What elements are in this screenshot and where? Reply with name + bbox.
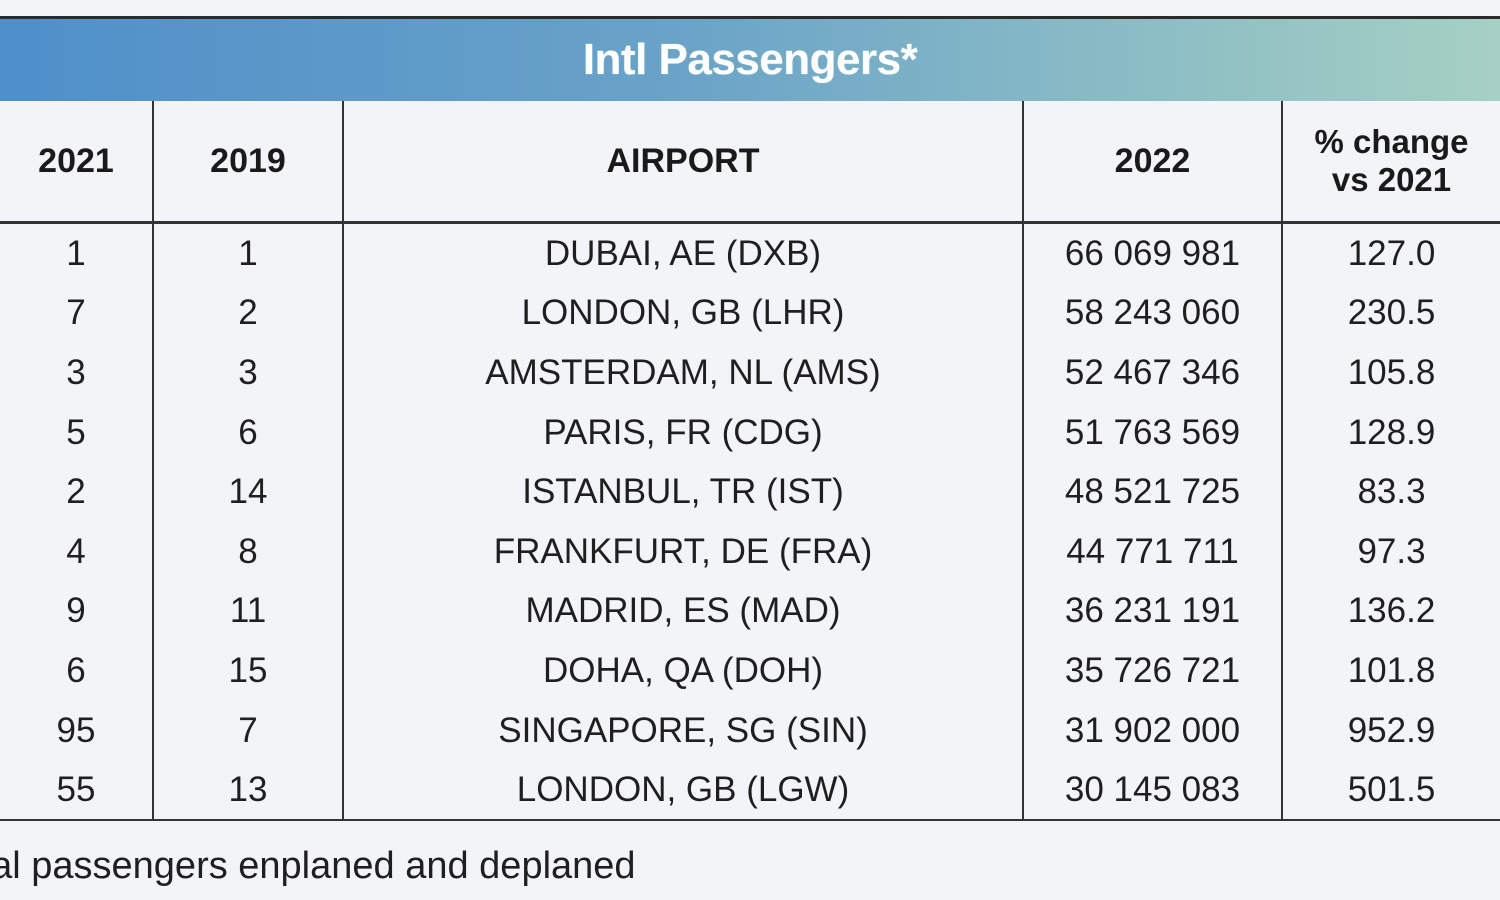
cell-pct-change: 952.9 [1347, 710, 1436, 750]
cell-passengers-2022: 66 069 981 [1064, 233, 1241, 273]
column-divider [152, 101, 154, 820]
table-row: 7 2 LONDON, GB (LHR) 58 243 060 230.5 [0, 284, 1500, 344]
bottom-divider [0, 819, 1500, 821]
table-row: 9 11 MADRID, ES (MAD) 36 231 191 136.2 [0, 582, 1500, 642]
cell-airport: DOHA, QA (DOH) [542, 650, 824, 690]
table-row: 1 1 DUBAI, AE (DXB) 66 069 981 127.0 [0, 224, 1500, 284]
cell-rank-2019: 11 [229, 591, 267, 631]
cell-rank-2019: 1 [238, 233, 258, 273]
cell-airport: AMSTERDAM, NL (AMS) [485, 352, 881, 392]
cell-passengers-2022: 48 521 725 [1064, 472, 1241, 512]
cell-rank-2021: 5 [66, 412, 86, 452]
cell-rank-2019: 13 [228, 770, 268, 810]
cell-rank-2019: 8 [238, 531, 258, 571]
cell-passengers-2022: 51 763 569 [1064, 412, 1241, 452]
table-row: 2 14 ISTANBUL, TR (IST) 48 521 725 83.3 [0, 462, 1500, 522]
table-title: Intl Passengers* [582, 35, 918, 84]
header-divider [0, 221, 1500, 224]
cell-pct-change: 230.5 [1347, 293, 1436, 333]
table-body: 1 1 DUBAI, AE (DXB) 66 069 981 127.0 7 2… [0, 224, 1500, 820]
header-rank-2021: 2021 [38, 142, 114, 180]
cell-airport: FRANKFURT, DE (FRA) [493, 531, 873, 571]
header-rank-2019: 2019 [210, 142, 286, 180]
cell-pct-change: 128.9 [1347, 412, 1436, 452]
cell-rank-2019: 2 [238, 293, 258, 333]
cell-passengers-2022: 58 243 060 [1064, 293, 1241, 333]
cell-pct-change: 136.2 [1347, 591, 1436, 631]
table-row: 95 7 SINGAPORE, SG (SIN) 31 902 000 952.… [0, 701, 1500, 761]
cell-rank-2021: 4 [66, 531, 86, 571]
cell-airport: PARIS, FR (CDG) [543, 412, 823, 452]
header-airport: AIRPORT [606, 142, 760, 180]
header-passengers-2022: 2022 [1114, 142, 1191, 180]
cell-passengers-2022: 36 231 191 [1064, 591, 1241, 631]
cell-passengers-2022: 35 726 721 [1064, 650, 1241, 690]
cell-pct-change: 105.8 [1347, 352, 1436, 392]
cell-passengers-2022: 31 902 000 [1064, 710, 1241, 750]
cell-pct-change: 83.3 [1357, 472, 1426, 512]
table-header-row: 2021 2019 AIRPORT 2022 % change vs 2021 [0, 101, 1500, 221]
cell-rank-2019: 7 [238, 710, 258, 750]
table-row: 6 15 DOHA, QA (DOH) 35 726 721 101.8 [0, 641, 1500, 701]
cell-airport: LONDON, GB (LGW) [516, 770, 850, 810]
table-row: 55 13 LONDON, GB (LGW) 30 145 083 501.5 [0, 760, 1500, 820]
cell-airport: ISTANBUL, TR (IST) [522, 472, 844, 512]
cell-rank-2021: 95 [56, 710, 96, 750]
column-divider [342, 101, 344, 820]
cell-airport: DUBAI, AE (DXB) [544, 233, 822, 273]
cell-passengers-2022: 30 145 083 [1064, 770, 1241, 810]
cell-rank-2019: 3 [238, 352, 258, 392]
footnote: nal passengers enplaned and deplaned [0, 845, 636, 887]
table-row: 3 3 AMSTERDAM, NL (AMS) 52 467 346 105.8 [0, 343, 1500, 403]
cell-rank-2019: 14 [228, 472, 268, 512]
cell-rank-2021: 1 [66, 233, 86, 273]
title-banner: Intl Passengers* [0, 19, 1500, 101]
column-divider [1022, 101, 1024, 820]
table-row: 4 8 FRANKFURT, DE (FRA) 44 771 711 97.3 [0, 522, 1500, 582]
cell-rank-2019: 15 [228, 650, 268, 690]
cell-airport: MADRID, ES (MAD) [525, 591, 841, 631]
cell-passengers-2022: 44 771 711 [1066, 531, 1239, 571]
cell-pct-change: 127.0 [1347, 233, 1436, 273]
rankings-table: 2021 2019 AIRPORT 2022 % change vs 2021 … [0, 101, 1500, 820]
cell-rank-2021: 3 [66, 352, 86, 392]
cell-pct-change: 101.8 [1347, 650, 1436, 690]
cell-pct-change: 97.3 [1357, 531, 1426, 571]
cell-pct-change: 501.5 [1347, 770, 1436, 810]
cell-rank-2021: 55 [56, 770, 96, 810]
cell-airport: SINGAPORE, SG (SIN) [498, 710, 868, 750]
table-row: 5 6 PARIS, FR (CDG) 51 763 569 128.9 [0, 403, 1500, 463]
cell-rank-2021: 9 [66, 591, 86, 631]
cell-airport: LONDON, GB (LHR) [521, 293, 845, 333]
cell-rank-2021: 6 [66, 650, 86, 690]
cell-rank-2021: 7 [66, 293, 86, 333]
top-rule [0, 16, 1500, 19]
header-pct-change: % change vs 2021 [1314, 123, 1469, 198]
column-divider [1281, 101, 1283, 820]
cell-passengers-2022: 52 467 346 [1064, 352, 1241, 392]
cell-rank-2019: 6 [238, 412, 258, 452]
cell-rank-2021: 2 [66, 472, 86, 512]
